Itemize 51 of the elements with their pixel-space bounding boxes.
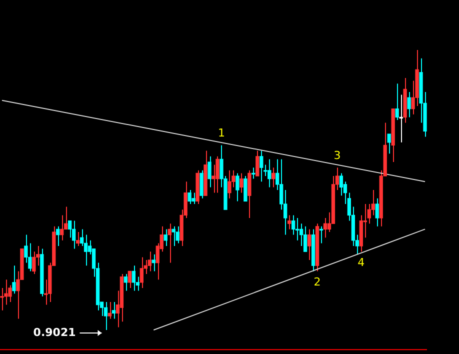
candlestick <box>168 223 172 264</box>
annotation: 0.9021 <box>33 326 76 339</box>
candlestick <box>68 220 72 238</box>
candlestick <box>375 198 379 227</box>
candlestick <box>188 190 192 204</box>
candlestick <box>272 167 276 188</box>
candlestick <box>12 265 16 294</box>
annotation: 1 <box>218 126 225 140</box>
candlestick <box>192 192 196 204</box>
candlestick <box>236 172 240 202</box>
candlestick <box>176 226 180 244</box>
candlestick <box>140 256 144 288</box>
candlestick <box>323 218 328 238</box>
candlestick <box>60 214 64 241</box>
annotation: 3 <box>334 148 341 162</box>
candlestick <box>244 176 248 202</box>
candlestick <box>228 170 232 199</box>
candlestick <box>287 214 292 230</box>
candlestick <box>303 226 308 252</box>
candlestick <box>208 156 212 188</box>
candlestick <box>124 274 128 292</box>
candlestick <box>164 228 168 246</box>
candlestick <box>108 302 112 320</box>
candlestick <box>76 232 80 246</box>
candlestick <box>72 220 76 250</box>
candlestick <box>56 226 60 246</box>
candlestick <box>128 270 132 288</box>
candlestick <box>291 214 296 236</box>
candlestick <box>395 83 399 120</box>
candlestick <box>260 150 264 182</box>
candlestick <box>256 150 260 176</box>
annotation: 2 <box>314 276 321 289</box>
candlestick <box>172 226 176 246</box>
candlestick <box>112 302 116 320</box>
candlestick <box>387 134 391 154</box>
candlestick <box>152 254 156 272</box>
candlestick <box>248 170 252 218</box>
candlestick <box>407 92 411 118</box>
candlestick <box>32 251 36 274</box>
candlestick <box>216 156 220 194</box>
candlestick <box>0 288 4 311</box>
candlestick <box>399 94 403 143</box>
candlestick <box>104 302 108 330</box>
candlestick <box>200 170 204 199</box>
annotation: 4 <box>358 256 365 269</box>
candlestick <box>148 251 152 272</box>
candlestick <box>307 228 312 260</box>
candlestick <box>240 172 244 194</box>
candlestick <box>132 265 136 292</box>
candlestick <box>268 158 272 188</box>
candlestick <box>339 172 344 196</box>
